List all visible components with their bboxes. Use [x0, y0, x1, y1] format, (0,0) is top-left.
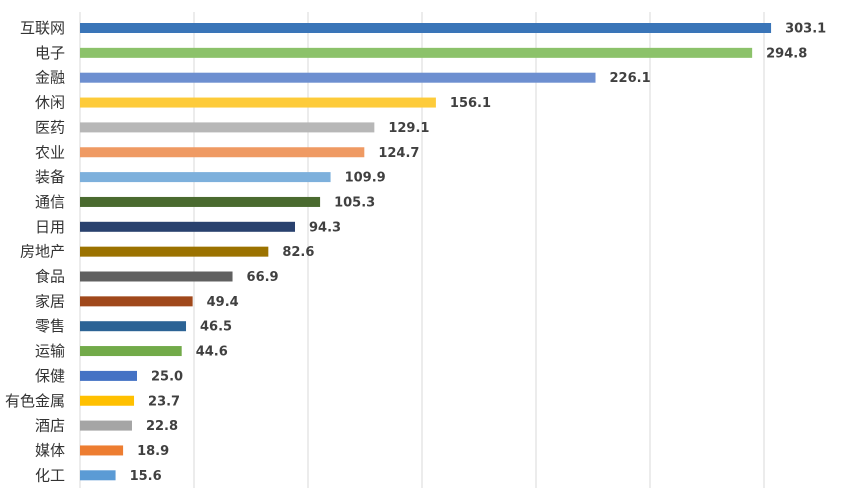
category-label: 有色金属	[5, 392, 65, 410]
bar	[80, 420, 132, 431]
category-label: 互联网	[20, 19, 65, 37]
bar	[80, 147, 365, 158]
gridlines	[79, 12, 765, 488]
category-label: 酒店	[35, 417, 65, 435]
data-label: 129.1	[388, 121, 429, 136]
data-label: 25.0	[151, 369, 183, 384]
data-label: 23.7	[148, 394, 180, 409]
bar	[80, 445, 124, 456]
data-label: 46.5	[200, 320, 232, 335]
category-label: 食品	[35, 268, 65, 286]
data-label: 105.3	[334, 195, 375, 210]
bar	[80, 370, 137, 381]
data-label: 124.7	[378, 146, 419, 161]
bar	[80, 72, 596, 83]
data-label: 66.9	[247, 270, 279, 285]
bar	[80, 196, 321, 207]
category-label: 日用	[35, 218, 65, 236]
data-label: 18.9	[137, 444, 169, 459]
category-label: 家居	[35, 292, 65, 310]
data-label: 49.4	[207, 295, 239, 310]
category-label: 化工	[35, 466, 65, 484]
data-label: 44.6	[196, 345, 228, 360]
bar	[80, 296, 193, 307]
data-label: 22.8	[146, 419, 178, 434]
bar	[80, 172, 331, 183]
data-label: 15.6	[130, 469, 162, 484]
data-label: 156.1	[450, 96, 491, 111]
category-label: 医药	[35, 118, 65, 136]
bar	[80, 346, 182, 357]
data-label: 94.3	[309, 220, 341, 235]
bar	[80, 221, 296, 232]
bar	[80, 23, 772, 33]
bar	[80, 122, 375, 133]
bar	[80, 470, 116, 481]
category-label: 保健	[35, 367, 65, 385]
labels: 互联网 303.1 电子 294.8 金融 226.1 休闲 156.1 医药 129.1 农业 12…	[5, 19, 826, 484]
category-label: 金融	[35, 69, 65, 87]
bar	[80, 97, 436, 108]
category-label: 媒体	[35, 441, 65, 459]
category-label: 农业	[35, 143, 65, 161]
data-label: 226.1	[610, 71, 651, 86]
category-label: 零售	[35, 317, 65, 335]
category-label: 房地产	[20, 243, 65, 261]
data-label: 109.9	[345, 171, 386, 186]
data-label: 303.1	[785, 22, 826, 37]
bar	[80, 395, 135, 406]
bar	[80, 47, 753, 58]
category-label: 装备	[35, 168, 65, 186]
category-label: 休闲	[35, 94, 65, 112]
data-label: 82.6	[282, 245, 314, 260]
bar	[80, 321, 187, 332]
data-label: 294.8	[766, 46, 807, 61]
bar	[80, 246, 269, 257]
category-label: 运输	[35, 342, 65, 360]
bars	[80, 23, 772, 481]
category-label: 通信	[35, 193, 65, 211]
category-label: 电子	[35, 44, 65, 62]
bar	[80, 271, 233, 282]
